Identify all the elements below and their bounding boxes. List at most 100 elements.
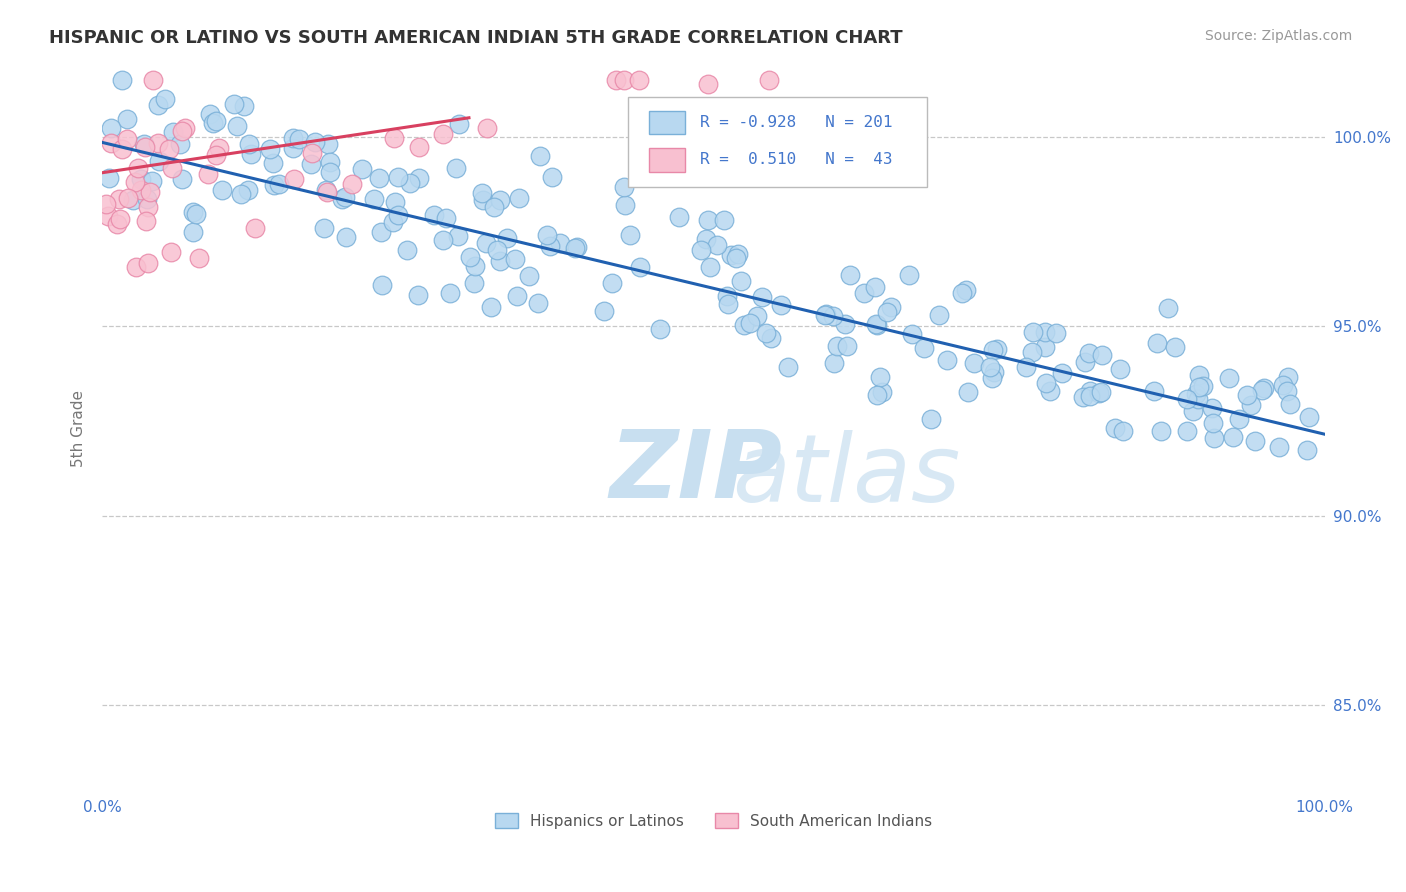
Point — [727, 246, 749, 260]
Point — [548, 236, 571, 251]
Point — [288, 132, 311, 146]
Point — [240, 147, 263, 161]
Point — [148, 154, 170, 169]
Point — [1143, 384, 1166, 398]
Point — [395, 244, 418, 258]
Point — [865, 317, 887, 331]
Point — [97, 170, 120, 185]
Point — [755, 326, 778, 341]
Point — [1073, 354, 1095, 368]
Point — [304, 135, 326, 149]
Point — [200, 107, 222, 121]
Point — [387, 208, 409, 222]
Text: R =  0.510   N =  43: R = 0.510 N = 43 — [700, 153, 893, 168]
Point — [371, 277, 394, 292]
Point — [170, 171, 193, 186]
Point — [1268, 440, 1291, 454]
Point — [432, 127, 454, 141]
Point — [1227, 411, 1250, 425]
Point — [1222, 430, 1244, 444]
Point — [505, 289, 527, 303]
Point — [1201, 401, 1223, 415]
Point — [243, 220, 266, 235]
Point — [489, 193, 512, 207]
Bar — [648, 111, 685, 135]
Point — [696, 213, 718, 227]
Point — [423, 208, 446, 222]
Point — [224, 97, 246, 112]
Point — [129, 172, 152, 186]
Point — [1279, 397, 1302, 411]
Point — [956, 384, 979, 399]
Legend: Hispanics or Latinos, South American Indians: Hispanics or Latinos, South American Ind… — [489, 806, 938, 835]
Point — [384, 195, 406, 210]
Text: ZIP: ZIP — [610, 425, 782, 517]
Point — [950, 285, 973, 300]
Point — [136, 255, 159, 269]
Point — [759, 331, 782, 345]
Point — [181, 205, 204, 219]
Point — [1236, 387, 1258, 401]
Point — [863, 279, 886, 293]
Point — [1146, 335, 1168, 350]
Point — [979, 360, 1001, 375]
Point — [186, 207, 208, 221]
Point — [699, 260, 721, 274]
Point — [648, 322, 671, 336]
Point — [108, 192, 131, 206]
Point — [160, 245, 183, 260]
Point — [815, 307, 838, 321]
Point — [135, 214, 157, 228]
Point — [706, 238, 728, 252]
Point — [1164, 340, 1187, 354]
Point — [697, 77, 720, 91]
Point — [1156, 301, 1178, 315]
Point — [157, 142, 180, 156]
Point — [725, 251, 748, 265]
Point — [314, 221, 336, 235]
Point — [475, 121, 498, 136]
Point — [232, 99, 254, 113]
Point — [319, 164, 342, 178]
Point — [134, 139, 156, 153]
Point — [1015, 359, 1038, 374]
Point — [1253, 381, 1275, 395]
Point — [935, 353, 957, 368]
Bar — [648, 148, 685, 172]
Point — [141, 174, 163, 188]
Point — [170, 123, 193, 137]
Point — [1150, 425, 1173, 439]
Point — [717, 296, 740, 310]
Point — [538, 239, 561, 253]
Point — [458, 250, 481, 264]
Point — [1271, 377, 1294, 392]
Text: R = -0.928   N = 201: R = -0.928 N = 201 — [700, 115, 893, 130]
Point — [316, 136, 339, 151]
Point — [716, 288, 738, 302]
Point — [981, 371, 1004, 385]
Point — [1188, 368, 1211, 382]
Point — [363, 192, 385, 206]
Point — [593, 304, 616, 318]
Point — [486, 243, 509, 257]
Point — [382, 130, 405, 145]
Point — [876, 305, 898, 319]
Point — [399, 176, 422, 190]
Point — [1244, 434, 1267, 449]
Point — [408, 140, 430, 154]
Point — [1035, 376, 1057, 391]
Point — [503, 252, 526, 266]
Point — [668, 211, 690, 225]
Point — [136, 200, 159, 214]
Point — [169, 137, 191, 152]
Point — [94, 197, 117, 211]
Point — [758, 73, 780, 87]
Point — [983, 365, 1005, 379]
Point — [229, 186, 252, 201]
Point — [205, 114, 228, 128]
Point — [1251, 383, 1274, 397]
Point — [508, 191, 530, 205]
Point — [160, 161, 183, 175]
Point — [1045, 326, 1067, 340]
Point — [540, 170, 562, 185]
